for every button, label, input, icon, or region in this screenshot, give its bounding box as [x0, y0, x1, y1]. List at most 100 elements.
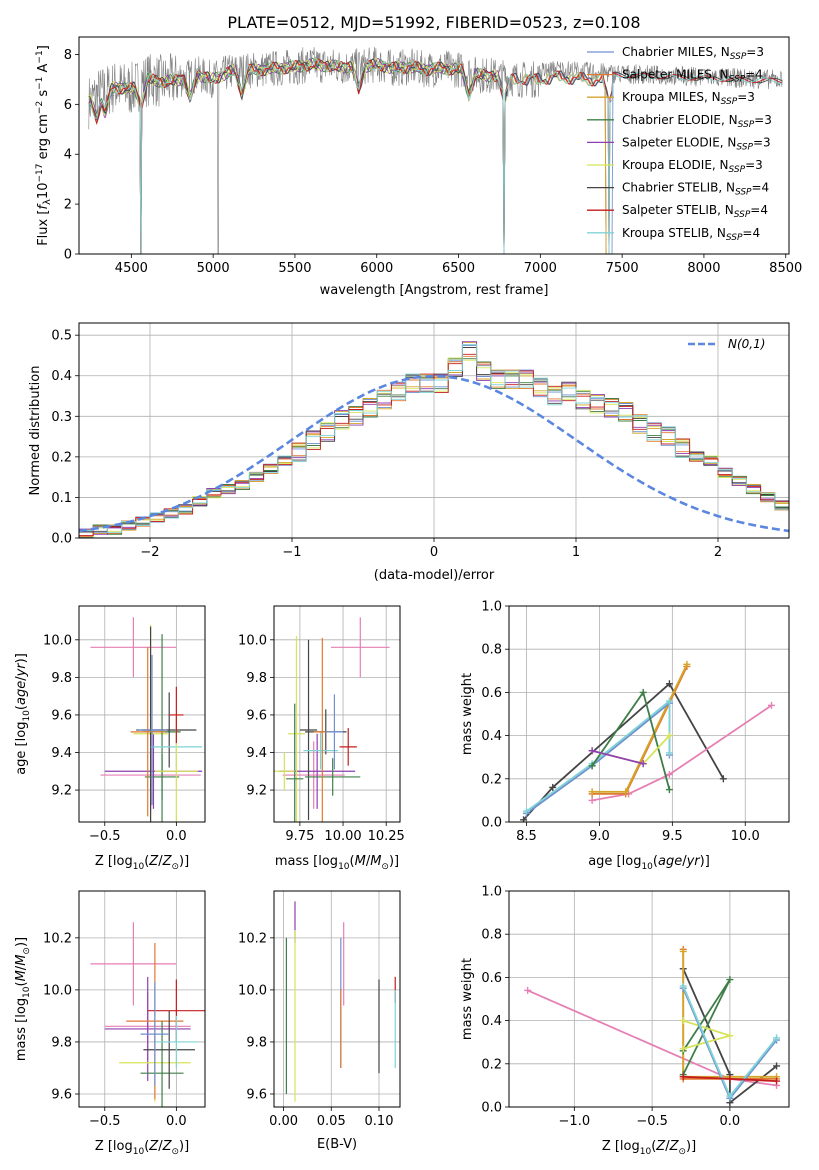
salpeter-stelib-model-line: [88, 58, 782, 254]
x-tick-label: 6500: [442, 261, 475, 276]
y-tick-label: 0.0: [481, 1101, 502, 1116]
error-bars: [285, 901, 396, 1102]
salpeter-stelib-histogram: [79, 353, 789, 536]
grid: [274, 891, 400, 1107]
x-tick-label: −0.5: [89, 1114, 121, 1129]
error-bar-point: [104, 976, 191, 1081]
x-tick-label: −0.5: [89, 829, 121, 844]
y-tick-label: 10.0: [43, 983, 72, 998]
axes-frame: [273, 605, 401, 823]
label-part: (: [651, 1139, 656, 1154]
legend-entry-part: =3: [753, 135, 771, 149]
weight-marker: [679, 1017, 687, 1025]
error-bar-point: [339, 728, 357, 766]
legend-entry-part: =3: [745, 158, 763, 172]
error-bar-point: [274, 752, 295, 791]
label-part: (: [144, 854, 149, 869]
weight-marker: [665, 749, 673, 757]
weight-marker: [719, 775, 727, 783]
y-axis-label: mass weight: [460, 673, 475, 755]
weight-marker: [768, 701, 775, 709]
label-part: ⊙: [171, 1147, 179, 1157]
y-tick-label: 0.0: [51, 532, 72, 547]
weight-vs-age-panel: 8.5 9.0 9.5 10.0 0.0 0.2 0.4 0.6 0.8 1.0 age [log1…: [460, 600, 790, 872]
mass-vs-extinction-panel: 0.00 0.05 0.10 9.6 9.8 10.0 10.2 E(B-V): [238, 890, 401, 1152]
x-axis-label: E(B-V): [317, 1137, 357, 1152]
weight-marker: [588, 788, 596, 796]
y-tick-label: 9.8: [246, 671, 267, 686]
legend-entry: Salpeter STELIB, NSSP=4: [622, 203, 768, 220]
kroupa-miles-histogram: [79, 342, 789, 534]
legend-entry-part: Salpeter MILES, N: [622, 68, 729, 82]
y-tick-label: 0.4: [481, 729, 502, 744]
error-bars: [274, 617, 390, 822]
legend-entry-part: Chabrier ELODIE, N: [622, 113, 738, 127]
label-part: Z: [162, 854, 173, 869]
x-tick-label: 8000: [687, 261, 720, 276]
x-tick-label: 0.0: [166, 829, 187, 844]
error-bar-point: [299, 639, 318, 821]
legend-entry-part: =3: [746, 45, 764, 59]
x-tick-label: −0.5: [636, 1114, 668, 1129]
label-part: f: [36, 203, 51, 210]
weight-marker: [665, 786, 673, 794]
legend-entry-part: SSP: [730, 52, 747, 62]
y-tick-label: 0.6: [481, 971, 502, 986]
label-part: /: [665, 1139, 670, 1154]
legend-entry: Kroupa MILES, NSSP=3: [622, 90, 755, 107]
y-axis-label: mass [log10(M/M⊙)]: [14, 937, 32, 1061]
x-tick-label: 0.05: [317, 1114, 346, 1129]
weight-series-line: [682, 968, 778, 1105]
weight-marker: [773, 1034, 781, 1042]
legend-entry-part: SSP: [736, 142, 753, 152]
legend-entry-part: =4: [750, 203, 768, 217]
figure-title: PLATE=0512, MJD=51992, FIBERID=0523, z=0…: [227, 13, 640, 32]
weight-marker: [679, 1073, 687, 1081]
label-part: )]: [700, 854, 710, 869]
age-vs-metallicity-panel: −0.5 0.09.29.49.69.810.0Z [log10(Z/Z⊙)]ag…: [14, 605, 206, 872]
axes-frame: [508, 605, 790, 823]
error-bar-point: [143, 1010, 195, 1089]
y-tick-label: 0.8: [481, 928, 502, 943]
label-part: ]: [36, 45, 51, 50]
x-tick-label: 5500: [278, 261, 311, 276]
y-tick-label: 0.4: [481, 1014, 502, 1029]
x-tick-label: 0.0: [166, 1114, 187, 1129]
weight-series-line: [525, 699, 671, 812]
label-part: ⊙: [22, 947, 32, 955]
label-part: ⊙: [171, 862, 179, 872]
ticks: −1.0 −0.5 0.0 0.0 0.2 0.4 0.6 0.8 1.0: [481, 885, 740, 1130]
weight-marker: [726, 976, 734, 984]
label-part: A: [36, 63, 51, 76]
label-part: age: [658, 854, 682, 869]
x-tick-label: 4500: [115, 261, 148, 276]
label-part: M: [355, 854, 366, 869]
error-bar-point: [130, 647, 165, 817]
legend-entry-part: =4: [745, 68, 763, 82]
weight-marker: [639, 688, 647, 696]
label-part: 10: [22, 986, 32, 998]
label-part: ⊙: [678, 1147, 686, 1157]
y-tick-label: 0.8: [481, 643, 502, 658]
mass-vs-metallicity-panel: −0.5 0.09.69.810.010.2Z [log10(Z/Z⊙)]mass…: [14, 890, 206, 1157]
label-part: Z: [148, 1139, 159, 1154]
x-tick-label: −2: [140, 545, 159, 560]
legend-entry-part: Chabrier STELIB, N: [622, 181, 735, 195]
weight-marker: [679, 947, 687, 955]
y-axis-label: age [log10(age/yr)]: [14, 653, 32, 775]
x-tick-label: 1: [572, 545, 580, 560]
label-part: 10: [641, 862, 653, 872]
axes-frame: [78, 605, 206, 823]
residuals-legend: N(0,1): [688, 337, 765, 351]
label-part: /: [366, 854, 371, 869]
y-tick-label: 0.1: [51, 491, 72, 506]
label-part: )]: [389, 854, 399, 869]
y-tick-label: 8: [64, 48, 72, 63]
label-part: /: [14, 676, 29, 681]
label-part: erg cm: [36, 114, 51, 163]
y-tick-label: 9.2: [246, 784, 267, 799]
weight-marker: [588, 796, 596, 804]
weight-marker: [520, 816, 528, 822]
